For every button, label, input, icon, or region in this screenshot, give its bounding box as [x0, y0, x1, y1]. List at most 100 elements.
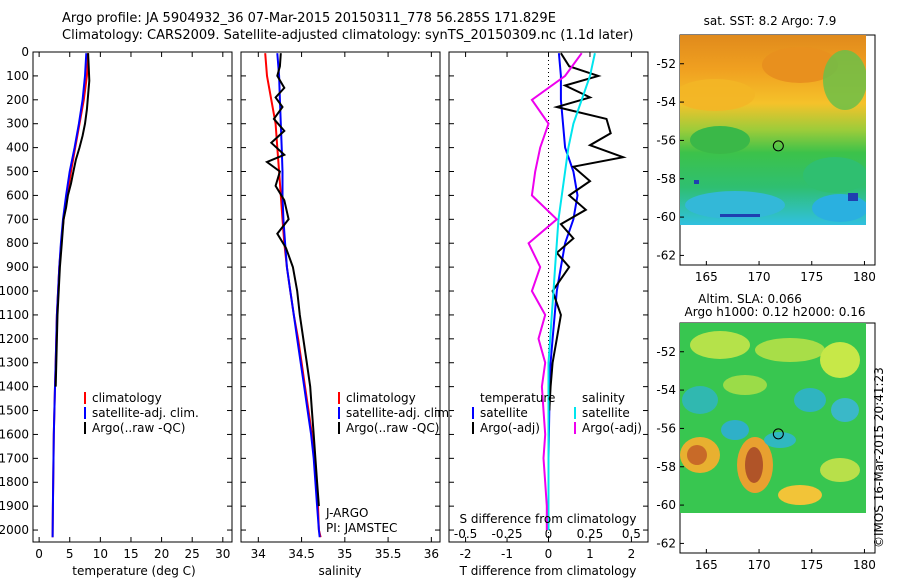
y-tick-label: 1100: [0, 308, 29, 322]
x-tick-label: 0: [35, 547, 43, 561]
map-x-tick-label: 175: [800, 270, 823, 284]
sst-field: [680, 35, 866, 225]
x2-tick-label: 0.25: [577, 527, 604, 541]
y-tick-label: 1900: [0, 499, 29, 513]
x-tick-label: 35: [337, 547, 352, 561]
map-y-tick-label: -60: [656, 498, 676, 512]
map-y-tick-label: -62: [656, 248, 676, 262]
sla-field: [680, 323, 866, 513]
figure-title: Argo profile: JA 5904932_36 07-Mar-2015 …: [62, 10, 634, 44]
legend-satellite-adj: satellite-adj. clim.: [346, 406, 453, 420]
temperature-legend: climatology satellite-adj. clim. Argo(..…: [84, 391, 199, 435]
legend-temp-argo: Argo(-adj): [480, 421, 540, 435]
y-tick-label: 700: [6, 212, 29, 226]
legend-sal-satellite: satellite: [582, 406, 630, 420]
temperature-panel-frame: [32, 51, 233, 543]
x2-tick-label: -0.5: [454, 527, 477, 541]
y-tick-label: 1400: [0, 380, 29, 394]
map-y-tick-label: -58: [656, 172, 676, 186]
map-x-tick-label: 180: [853, 558, 876, 572]
sst-argo-location-marker: [772, 140, 784, 152]
series-line-argo-raw-qc-: [264, 53, 320, 507]
map-y-tick-label: -52: [656, 57, 676, 71]
x-tick-label: 34: [251, 547, 266, 561]
series-line-argo-raw-qc-: [54, 53, 91, 387]
map-x-tick-label: 175: [800, 558, 823, 572]
x-tick-label: 0: [545, 547, 553, 561]
legend-climatology: climatology: [92, 391, 162, 405]
series-line-temperature-argo-adj-: [548, 52, 627, 411]
salinity-axes: 34 34.5 35 35.5 36: [241, 51, 440, 561]
y-tick-label: 2000: [0, 523, 29, 537]
y-tick-label: 1600: [0, 427, 29, 441]
y-tick-label: 600: [6, 188, 29, 202]
legend-sal-argo: Argo(-adj): [582, 421, 642, 435]
salinity-annotation-pi: PI: JAMSTEC: [326, 521, 397, 535]
y-tick-label: 1200: [0, 332, 29, 346]
map-x-tick-label: 165: [695, 270, 718, 284]
map-y-tick-label: -58: [656, 460, 676, 474]
x-tick-label: 25: [185, 547, 200, 561]
y-tick-label: 300: [6, 117, 29, 131]
salinity-series: [264, 53, 322, 538]
y-tick-label: 500: [6, 165, 29, 179]
legend-temp-satellite: satellite: [480, 406, 528, 420]
sla-map-title: Altim. SLA: 0.066: [698, 292, 802, 306]
y-tick-label: 400: [6, 141, 29, 155]
x-tick-label: 2: [628, 547, 636, 561]
imos-credit: ©IMOS 16-Mar-2015 20:41:23: [872, 367, 886, 548]
y-tick-label: 0: [21, 45, 29, 59]
temperature-xlabel: temperature (deg C): [72, 564, 195, 578]
salinity-xlabel: salinity: [318, 564, 361, 578]
y-tick-label: 200: [6, 93, 29, 107]
difference-xlabel-salinity: S difference from climatology: [460, 512, 637, 526]
temperature-series: [51, 53, 91, 538]
temperature-axes: 0 5 10 15 20 25 300100200300400500600700800900…: [0, 45, 232, 561]
x-tick-label: 1: [586, 547, 594, 561]
map-x-tick-label: 170: [748, 558, 771, 572]
title-line-2: Climatology: CARS2009. Satellite-adjuste…: [62, 28, 634, 43]
difference-axes: -2 -1 0 1 2 -0.5 -0.25 0 0.25 0.5: [449, 51, 648, 561]
x-tick-label: 35.5: [375, 547, 402, 561]
y-tick-label: 1500: [0, 404, 29, 418]
map-y-tick-label: -52: [656, 345, 676, 359]
x-tick-label: 20: [154, 547, 169, 561]
x-tick-label: 15: [123, 547, 138, 561]
legend-header-salinity: salinity: [582, 391, 625, 405]
x-tick-label: 5: [66, 547, 74, 561]
difference-series: [527, 52, 627, 530]
sla-argo-location-marker: [772, 428, 784, 440]
legend-satellite-adj: satellite-adj. clim.: [92, 406, 199, 420]
x2-tick-label: -0.25: [492, 527, 523, 541]
difference-xlabel: T difference from climatology: [459, 564, 637, 578]
salinity-panel-frame: [240, 51, 441, 543]
y-tick-label: 1000: [0, 284, 29, 298]
map-x-tick-label: 170: [748, 270, 771, 284]
sla-map-subtitle: Argo h1000: 0.12 h2000: 0.16: [685, 305, 866, 319]
x-tick-label: -1: [501, 547, 513, 561]
series-line-salinity-satellite: [547, 52, 596, 530]
sla-map-axes: 165 170 175 180 -52 -54 -56 -58 -60 -62: [656, 345, 876, 572]
x2-tick-label: 0.5: [622, 527, 641, 541]
map-x-tick-label: 165: [695, 558, 718, 572]
y-tick-label: 900: [6, 260, 29, 274]
map-y-tick-label: -54: [656, 95, 676, 109]
map-y-tick-label: -56: [656, 421, 676, 435]
title-line-1: Argo profile: JA 5904932_36 07-Mar-2015 …: [62, 11, 556, 26]
x-tick-label: 34.5: [288, 547, 315, 561]
legend-argo: Argo(..raw -QC): [346, 421, 439, 435]
difference-legend: temperature salinity satellite Argo(-adj…: [472, 391, 642, 435]
series-line-salinity-argo-adj-: [527, 52, 583, 530]
map-y-tick-label: -62: [656, 536, 676, 550]
map-y-tick-label: -60: [656, 210, 676, 224]
y-tick-label: 800: [6, 236, 29, 250]
series-line-satellite-adj-clim-: [276, 53, 321, 538]
y-tick-label: 1300: [0, 356, 29, 370]
map-x-tick-label: 180: [853, 270, 876, 284]
map-y-tick-label: -56: [656, 133, 676, 147]
legend-argo: Argo(..raw -QC): [92, 421, 185, 435]
salinity-legend: climatology satellite-adj. clim. Argo(..…: [338, 391, 453, 435]
x2-tick-label: 0: [545, 527, 553, 541]
x-tick-label: 36: [424, 547, 439, 561]
